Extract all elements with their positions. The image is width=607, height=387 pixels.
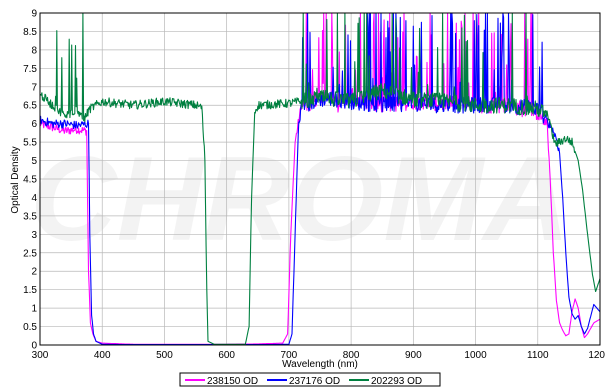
y-tick-label: 7 — [31, 82, 37, 93]
x-tick-label: 1000 — [464, 350, 487, 361]
plot-frame — [39, 12, 601, 346]
y-tick-label: 6 — [31, 119, 37, 130]
y-tick-label: 1.5 — [23, 285, 37, 296]
y-tick-label: 0.5 — [23, 322, 37, 333]
x-tick-label: 700 — [281, 350, 298, 361]
legend-label-238150: 238150 OD — [207, 376, 258, 387]
y-axis-ticks: 0 0.5 1 1.5 2 2.5 3 3.5 4 4.5 5 5.5 6 6.5 7 7.5 8 8.5 9 — [23, 9, 37, 352]
y-tick-label: 6.5 — [23, 101, 37, 112]
x-tick-label: 600 — [218, 350, 235, 361]
x-tick-label: 900 — [405, 350, 422, 361]
y-tick-label: 5.5 — [23, 138, 37, 149]
y-tick-label: 2 — [31, 267, 37, 278]
y-tick-label: 3.5 — [23, 211, 37, 222]
x-tick-label: 1100 — [527, 350, 549, 361]
x-tick-label: 500 — [156, 350, 173, 361]
y-axis-title: Optical Density — [10, 146, 21, 213]
x-tick-label: 300 — [32, 350, 49, 361]
y-tick-label: 8.5 — [23, 27, 37, 38]
y-tick-label: 2.5 — [23, 248, 37, 259]
legend-label-202293: 202293 OD — [371, 376, 422, 387]
y-tick-label: 0 — [31, 341, 37, 352]
legend-label-237176: 237176 OD — [289, 376, 340, 387]
y-tick-label: 1 — [31, 304, 37, 315]
series-202293-line — [39, 12, 601, 345]
y-tick-label: 3 — [31, 230, 37, 241]
y-tick-label: 4.5 — [23, 175, 37, 186]
x-tick-label: 400 — [94, 350, 111, 361]
y-tick-label: 9 — [31, 9, 37, 20]
y-tick-label: 5 — [31, 156, 37, 167]
y-tick-label: 8 — [31, 45, 37, 56]
y-tick-label: 4 — [31, 193, 37, 204]
grid-lines — [39, 12, 601, 346]
legend: 238150 OD 237176 OD 202293 OD — [179, 372, 441, 387]
x-axis-title: Wavelength (nm) — [282, 359, 358, 370]
x-tick-label: 120 — [588, 350, 605, 361]
watermark-text: CHROMA — [30, 132, 570, 266]
legend-box — [179, 372, 441, 387]
y-tick-label: 7.5 — [23, 64, 37, 75]
x-axis-ticks: 300 400 500 600 700 800 900 1000 1100 120 — [32, 350, 606, 361]
x-tick-label: 800 — [343, 350, 360, 361]
